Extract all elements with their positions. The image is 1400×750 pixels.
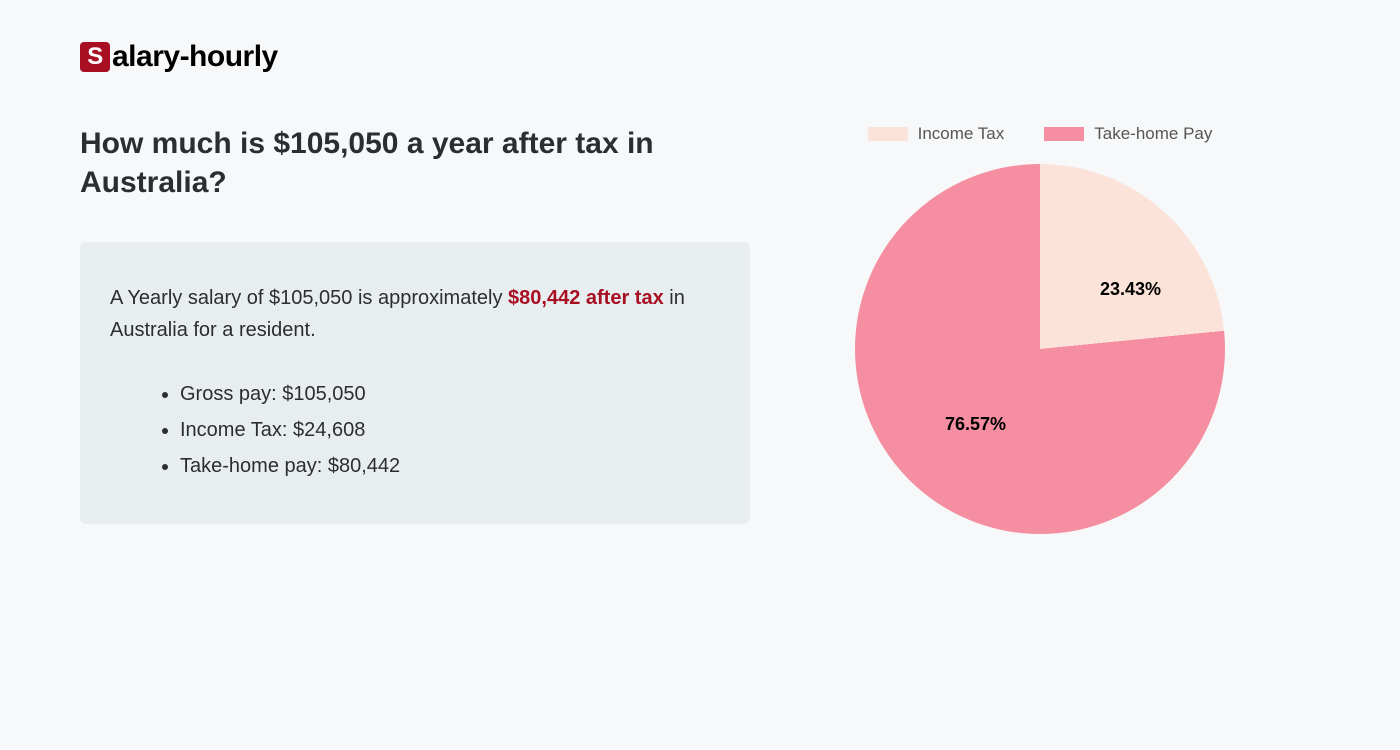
logo-text: alary-hourly — [112, 40, 278, 74]
chart-column: Income Tax Take-home Pay 23.43% 76.57% — [830, 124, 1250, 534]
chart-legend: Income Tax Take-home Pay — [868, 124, 1213, 144]
left-column: How much is $105,050 a year after tax in… — [80, 124, 750, 534]
summary-box: A Yearly salary of $105,050 is approxima… — [80, 242, 750, 524]
legend-swatch-income-tax — [868, 127, 908, 141]
bullet-gross-pay: Gross pay: $105,050 — [180, 376, 720, 412]
logo-badge: S — [80, 42, 110, 72]
pie-label-income-tax: 23.43% — [1100, 279, 1161, 300]
legend-item-income-tax: Income Tax — [868, 124, 1005, 144]
pie-label-take-home: 76.57% — [945, 414, 1006, 435]
legend-item-take-home: Take-home Pay — [1044, 124, 1212, 144]
pie-chart: 23.43% 76.57% — [855, 164, 1225, 534]
legend-label-take-home: Take-home Pay — [1094, 124, 1212, 144]
pie-circle — [855, 164, 1225, 534]
summary-text: A Yearly salary of $105,050 is approxima… — [110, 282, 720, 346]
summary-bullets: Gross pay: $105,050 Income Tax: $24,608 … — [110, 376, 720, 484]
legend-label-income-tax: Income Tax — [918, 124, 1005, 144]
summary-pre: A Yearly salary of $105,050 is approxima… — [110, 287, 508, 309]
bullet-income-tax: Income Tax: $24,608 — [180, 412, 720, 448]
logo: Salary-hourly — [80, 40, 1320, 74]
summary-highlight: $80,442 after tax — [508, 287, 664, 309]
page-heading: How much is $105,050 a year after tax in… — [80, 124, 750, 202]
main-content: How much is $105,050 a year after tax in… — [80, 124, 1320, 534]
bullet-take-home: Take-home pay: $80,442 — [180, 448, 720, 484]
legend-swatch-take-home — [1044, 127, 1084, 141]
